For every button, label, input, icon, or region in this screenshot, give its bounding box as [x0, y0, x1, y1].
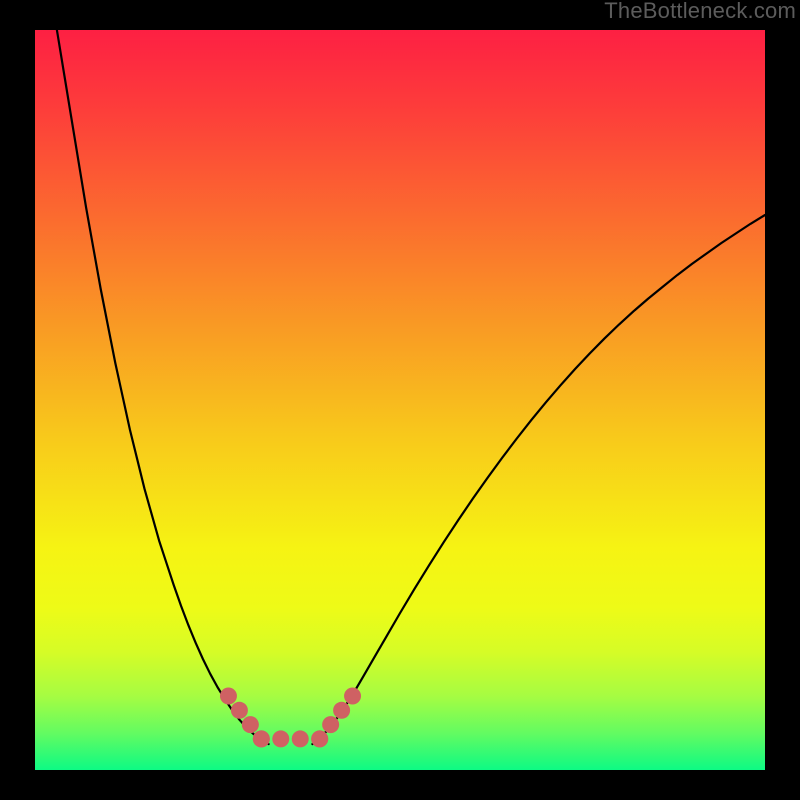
marker-right: [322, 716, 339, 733]
curve-right: [312, 215, 765, 744]
marker-bottom: [292, 730, 309, 747]
chart-frame: TheBottleneck.com: [0, 0, 800, 800]
marker-right: [333, 702, 350, 719]
watermark-text: TheBottleneck.com: [604, 0, 796, 24]
marker-bottom: [272, 730, 289, 747]
marker-bottom: [253, 730, 270, 747]
plot-svg: [35, 30, 765, 770]
curve-left: [57, 30, 269, 744]
plot-area: [35, 30, 765, 770]
marker-left: [242, 716, 259, 733]
marker-left: [220, 688, 237, 705]
marker-right: [311, 730, 328, 747]
marker-right: [344, 688, 361, 705]
marker-left: [231, 702, 248, 719]
